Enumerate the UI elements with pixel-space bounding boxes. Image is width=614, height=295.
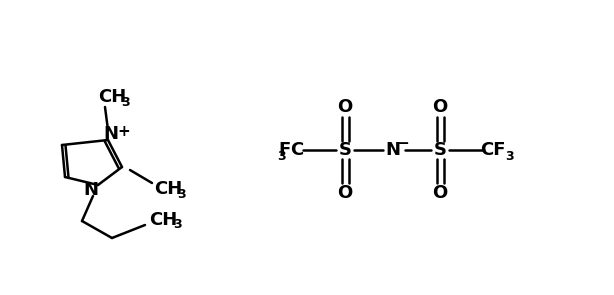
Text: S: S [338, 141, 351, 159]
Text: CH: CH [154, 180, 182, 198]
Text: CF: CF [480, 141, 506, 159]
Text: S: S [433, 141, 446, 159]
Text: 3: 3 [177, 188, 186, 201]
Text: CH: CH [98, 88, 126, 106]
Text: O: O [337, 98, 352, 116]
Text: N: N [84, 181, 98, 199]
Text: C: C [290, 141, 304, 159]
Text: 3: 3 [278, 150, 286, 163]
Text: 3: 3 [122, 96, 130, 109]
Text: F: F [279, 141, 291, 159]
Text: O: O [337, 184, 352, 202]
Text: N: N [386, 141, 400, 159]
Text: CH: CH [149, 211, 177, 229]
Text: −: − [397, 135, 410, 150]
Text: O: O [432, 184, 448, 202]
Text: N: N [104, 125, 119, 143]
Text: 3: 3 [173, 219, 181, 232]
Text: +: + [118, 124, 130, 138]
Text: 3: 3 [505, 150, 513, 163]
Text: O: O [432, 98, 448, 116]
